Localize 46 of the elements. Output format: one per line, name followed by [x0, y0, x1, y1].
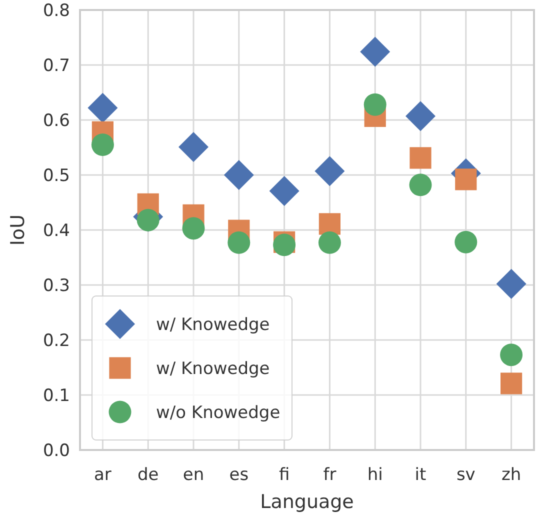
x-tick-label: fr	[323, 465, 336, 485]
point	[406, 101, 436, 132]
point	[224, 160, 254, 190]
x-tick-label: sv	[456, 465, 476, 485]
point	[91, 134, 114, 156]
point	[136, 208, 160, 232]
y-tick-label: 0.6	[42, 110, 70, 131]
y-tick-label: 0.5	[42, 166, 70, 186]
x-tick-label: zh	[501, 465, 522, 485]
point	[273, 234, 296, 256]
point	[409, 174, 432, 196]
y-tick-label: 0.7	[42, 56, 70, 76]
point	[410, 147, 432, 169]
point	[500, 372, 522, 394]
x-axis-title: Language	[260, 491, 354, 513]
y-tick-label: 0.2	[42, 330, 70, 351]
point	[455, 168, 477, 190]
legend-label: w/ Knowedge	[156, 358, 270, 379]
point	[454, 230, 478, 254]
point	[228, 231, 250, 254]
point	[360, 36, 390, 67]
point	[314, 156, 345, 186]
x-tick-label: en	[182, 465, 204, 485]
y-tick-label: 0.3	[42, 276, 70, 296]
point	[496, 268, 526, 299]
x-tick-label: fi	[278, 465, 290, 485]
x-tick-label: de	[137, 465, 159, 485]
point	[318, 231, 341, 254]
point	[500, 344, 523, 366]
y-tick-label: 0.8	[42, 0, 70, 21]
point	[182, 217, 205, 240]
x-tick-label: ar	[94, 465, 112, 485]
y-tick-label: 0.1	[42, 386, 70, 406]
x-tick-label: es	[229, 465, 249, 485]
y-axis-title: IoU	[7, 214, 29, 246]
x-tick-label: it	[414, 465, 427, 485]
y-tick-label: 0.4	[42, 220, 70, 241]
point	[364, 93, 386, 116]
legend-label: w/ Knowedge	[156, 314, 270, 335]
x-tick-label: hi	[367, 465, 383, 485]
y-tick-label: 0.0	[42, 440, 70, 461]
point	[88, 92, 118, 123]
legend-label: w/o Knowedge	[156, 402, 280, 423]
point	[318, 213, 340, 235]
point	[269, 176, 300, 206]
point	[178, 132, 208, 162]
